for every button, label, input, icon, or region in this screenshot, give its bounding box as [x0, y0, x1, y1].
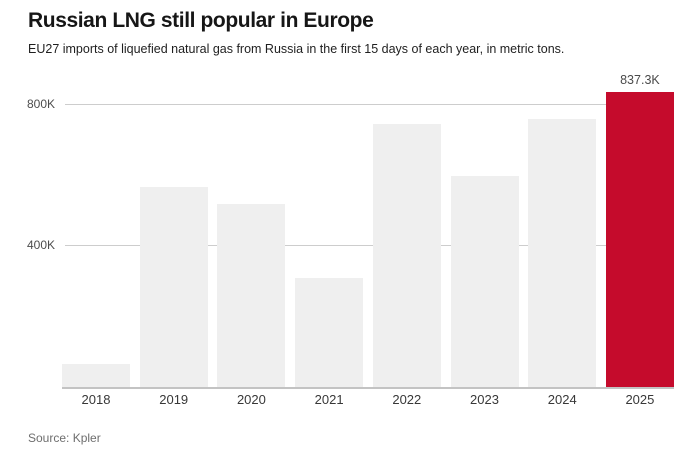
x-tick-label-2021: 2021	[314, 392, 344, 407]
bar-2021	[295, 278, 364, 387]
chart-title: Russian LNG still popular in Europe	[28, 9, 374, 32]
source-note: Source: Kpler	[28, 431, 101, 445]
plot-area: 837.3K 400K 800K	[27, 73, 674, 389]
bars-container: 837.3K	[62, 73, 674, 387]
bar-2019	[139, 187, 208, 387]
highlight-value-label: 837.3K	[620, 73, 660, 87]
y-tick-label-800K: 800K	[26, 97, 55, 111]
x-tick-label-2019: 2019	[159, 392, 189, 407]
bar-2018	[62, 364, 130, 387]
gridline-400K	[65, 245, 674, 246]
bar-2020	[217, 204, 286, 387]
gridline-800K	[65, 104, 674, 105]
bar-2023	[450, 176, 519, 387]
bar-2022	[372, 124, 441, 387]
x-tick-label-2018: 2018	[81, 392, 111, 407]
y-tick-label-400K: 400K	[26, 238, 55, 252]
x-tick-label-2024: 2024	[547, 392, 577, 407]
x-tick-label-2023: 2023	[470, 392, 499, 407]
chart-subtitle: EU27 imports of liquefied natural gas fr…	[28, 42, 565, 56]
x-axis: 2018 2019 2020 2021 2022 2023 2024 2025	[62, 392, 674, 407]
x-tick-label-2025: 2025	[625, 392, 655, 407]
bar-2024	[528, 119, 597, 387]
x-tick-label-2020: 2020	[236, 392, 266, 407]
bar-2025: 837.3K	[605, 73, 674, 387]
x-tick-label-2022: 2022	[392, 392, 422, 407]
